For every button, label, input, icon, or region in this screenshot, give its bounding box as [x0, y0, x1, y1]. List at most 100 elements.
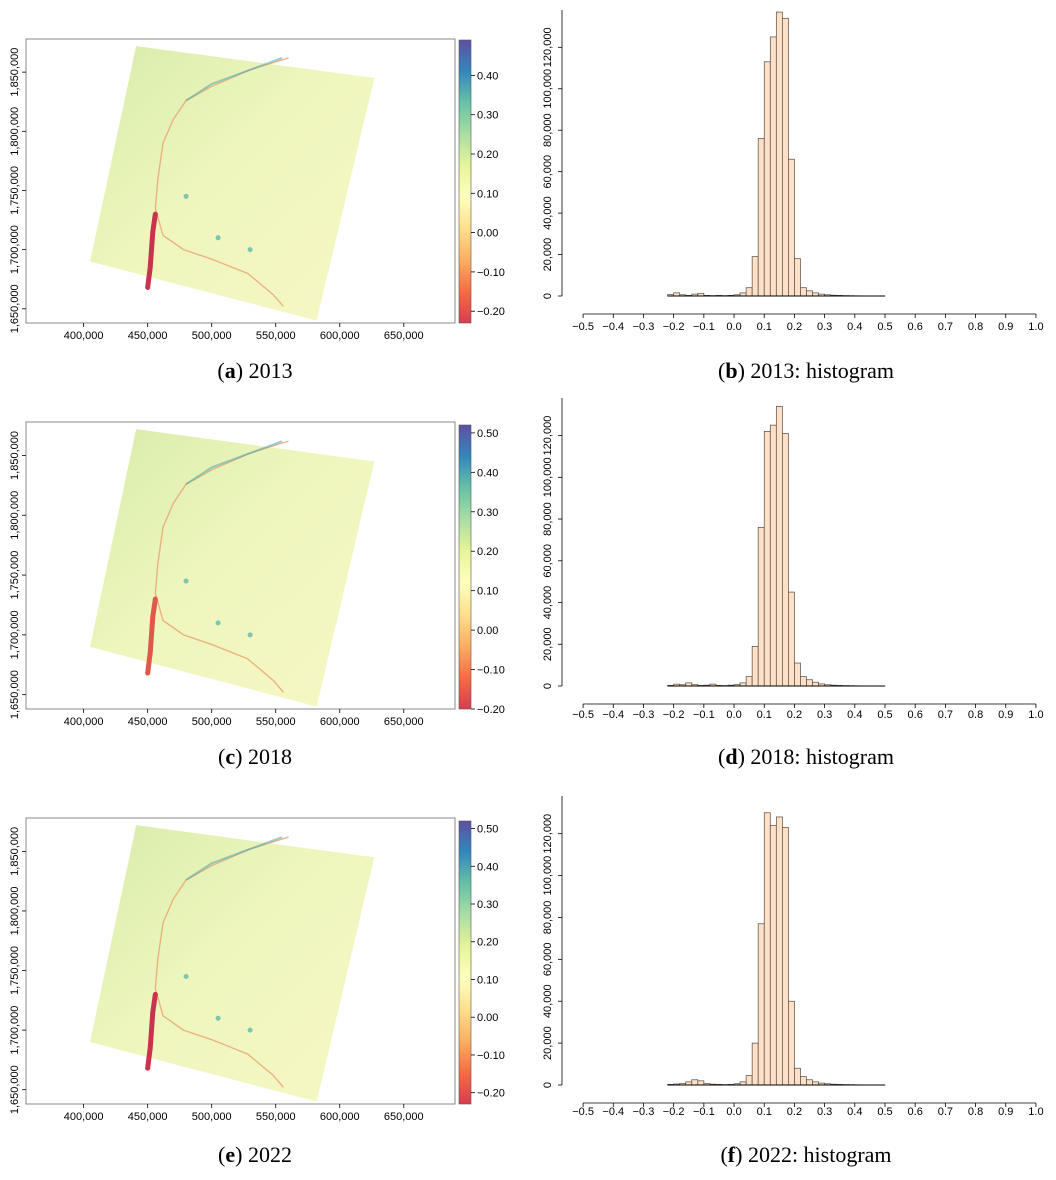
histogram-bar [752, 646, 758, 686]
x-tick-label: 0.9 [998, 321, 1013, 333]
x-tick-label: 450,000 [128, 716, 168, 728]
x-tick-label: −0.1 [693, 321, 715, 333]
x-tick-label: 0.4 [847, 709, 862, 721]
water-patch [248, 1028, 253, 1033]
colorbar-tick-label: −0.20 [477, 306, 505, 318]
colorbar-tick-label: −0.20 [477, 1088, 505, 1100]
histogram-bar [776, 406, 782, 686]
x-tick-label: 400,000 [64, 716, 104, 728]
y-tick-label: 1,700,000 [9, 225, 21, 274]
y-tick-label: 120,000 [542, 27, 554, 67]
water-patch [216, 1016, 221, 1021]
histogram-bar [770, 425, 776, 686]
caption-text: 2013 [249, 358, 293, 383]
y-tick-label: 0 [542, 683, 554, 689]
colorbar-tick-label: 0.30 [477, 507, 498, 519]
y-tick-label: 40,000 [542, 984, 554, 1018]
x-tick-label: −0.3 [633, 709, 655, 721]
y-tick-label: 1,650,000 [9, 1065, 21, 1114]
caption-letter: e [225, 1142, 235, 1167]
colorbar-tick-label: 0.40 [477, 70, 498, 82]
x-tick-label: 0.7 [938, 321, 953, 333]
caption-letter: a [225, 358, 236, 383]
caption-letter: c [225, 744, 235, 769]
x-tick-label: 0.9 [998, 709, 1013, 721]
x-tick-label: −0.5 [572, 1106, 594, 1118]
caption-text: 2022: histogram [748, 1142, 892, 1167]
x-tick-label: −0.1 [693, 1106, 715, 1118]
colorbar-tick-label: 0.00 [477, 1012, 498, 1024]
colorbar-tick-label: 0.30 [477, 110, 498, 122]
caption-letter: d [725, 744, 737, 769]
x-tick-label: −0.3 [633, 321, 655, 333]
x-tick-label: 500,000 [192, 716, 232, 728]
x-tick-label: 1.0 [1028, 321, 1043, 333]
colorbar [459, 40, 471, 323]
histogram-panel-f: 020,00040,00060,00080,000100,000120,000−… [542, 796, 1044, 1167]
histogram-bar [752, 1043, 758, 1085]
x-tick-label: 500,000 [192, 1111, 232, 1123]
x-tick-label: −0.2 [663, 1106, 685, 1118]
x-tick-label: 650,000 [384, 1111, 424, 1123]
y-tick-label: 1,650,000 [9, 670, 21, 719]
x-tick-label: 0.6 [908, 1106, 923, 1118]
x-tick-label: 0.4 [847, 1106, 862, 1118]
y-tick-label: 1,850,000 [9, 431, 21, 480]
histogram-bar [794, 1068, 800, 1085]
y-tick-label: 20,000 [542, 1026, 554, 1060]
histogram-bar [758, 924, 764, 1085]
colorbar-tick-label: −0.10 [477, 267, 505, 279]
x-tick-label: 400,000 [64, 1111, 104, 1123]
histogram-panel-d: 020,00040,00060,00080,000100,000120,000−… [542, 398, 1044, 769]
x-tick-label: 0.1 [757, 321, 772, 333]
histogram-bar [800, 677, 806, 686]
histogram-bar [746, 677, 752, 686]
x-tick-label: 0.6 [908, 321, 923, 333]
y-tick-label: 1,850,000 [9, 48, 21, 97]
x-tick-label: 0.5 [877, 321, 892, 333]
caption-text: 2022 [248, 1142, 292, 1167]
caption-text: 2013: histogram [750, 358, 894, 383]
histogram-bar [788, 592, 794, 686]
x-tick-label: 0.3 [817, 1106, 832, 1118]
x-tick-label: 650,000 [384, 716, 424, 728]
histogram-bar [776, 817, 782, 1085]
y-tick-label: 1,750,000 [9, 946, 21, 995]
water-patch [184, 194, 189, 199]
histogram-bar [794, 259, 800, 296]
y-tick-label: 0 [542, 293, 554, 299]
caption-letter: b [725, 358, 737, 383]
x-tick-label: 600,000 [320, 330, 360, 342]
x-tick-label: 0.8 [968, 709, 983, 721]
water-patch [248, 247, 253, 252]
colorbar-tick-label: 0.00 [477, 228, 498, 240]
colorbar-tick-label: −0.20 [477, 704, 505, 716]
histogram-bar [692, 1080, 698, 1085]
y-tick-label: 60,000 [542, 943, 554, 977]
x-tick-label: 0.8 [968, 321, 983, 333]
panel-caption: (b) 2013: histogram [718, 358, 894, 383]
x-tick-label: 450,000 [128, 330, 168, 342]
panel-caption: (d) 2018: histogram [718, 744, 894, 769]
histogram-bar [813, 682, 819, 686]
histogram-bar [746, 1076, 752, 1085]
water-patch [184, 974, 189, 979]
x-tick-label: 0.9 [998, 1106, 1013, 1118]
x-tick-label: 0.0 [726, 709, 741, 721]
y-tick-label: 1,750,000 [9, 166, 21, 215]
x-tick-label: 1.0 [1028, 709, 1043, 721]
histogram-bar [782, 433, 788, 686]
colorbar-tick-label: 0.10 [477, 974, 498, 986]
histogram-bar [794, 663, 800, 686]
x-tick-label: 1.0 [1028, 1106, 1043, 1118]
y-tick-label: 1,750,000 [9, 551, 21, 600]
y-tick-label: 60,000 [542, 155, 554, 189]
panel-caption: (f) 2022: histogram [720, 1142, 891, 1167]
x-tick-label: 550,000 [256, 1111, 296, 1123]
histogram-bar [746, 288, 752, 296]
histogram-bar [807, 291, 813, 296]
x-tick-label: −0.5 [572, 321, 594, 333]
y-tick-label: 0 [542, 1082, 554, 1088]
histogram-bar [782, 827, 788, 1085]
